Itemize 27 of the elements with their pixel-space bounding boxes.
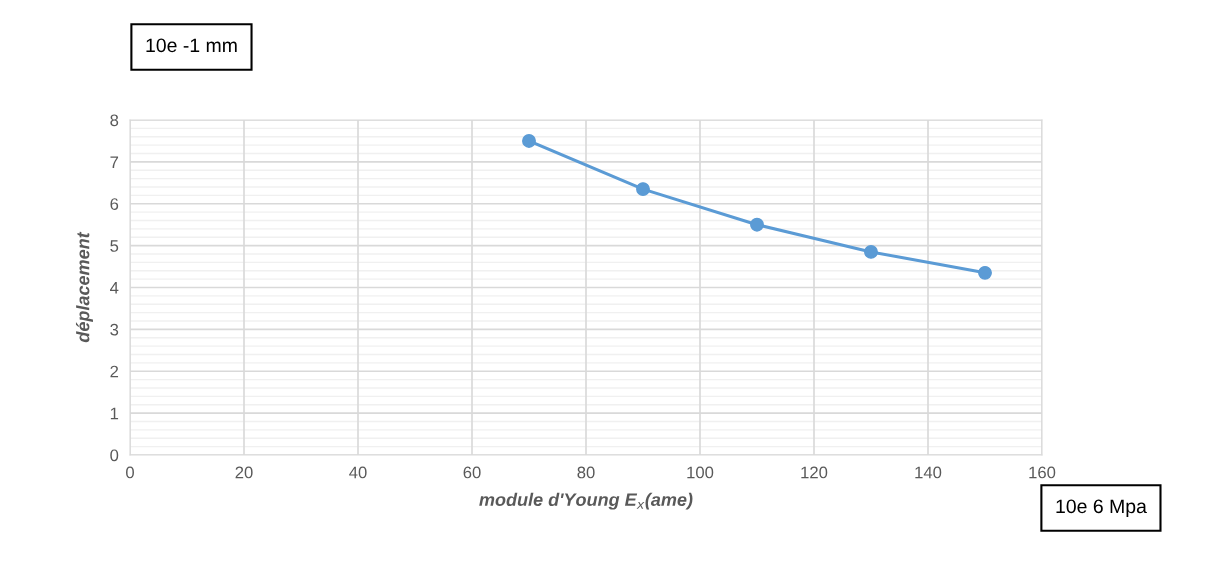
y-tick-label: 4 [110,282,119,294]
x-tick-label: 20 [235,466,253,479]
point [864,244,878,259]
y-tick-label: 0 [110,449,119,462]
x-tick-label: 0 [126,466,134,479]
y-tick-label: 1 [110,407,119,420]
y-tick-label: 5 [110,240,119,252]
x-tick-label: 120 [801,466,828,479]
x-tick-label: 40 [349,466,367,479]
y-tick-label: 3 [110,323,119,336]
x-tick-label: 160 [1029,466,1056,479]
text: 10e -1 mm [146,38,237,53]
y-tick-label: 6 [110,198,119,210]
x-tick-label: 60 [463,466,481,479]
x-tick-label: 140 [915,466,942,479]
x-tick-label: 100 [687,466,714,479]
point [750,217,764,232]
point [522,133,536,148]
point [636,182,650,197]
x-tick-label: 80 [577,466,595,479]
y-tick-label: 7 [110,156,119,168]
point [978,265,992,280]
y-tick-label: 8 [110,114,119,127]
text: 10e 6 Mpa [1056,499,1147,518]
y-tick-label: 2 [110,365,119,378]
y-axis-title: déplacement [75,231,93,343]
x-axis-title: module d'Young E$_{x}$(ame) [479,492,693,510]
